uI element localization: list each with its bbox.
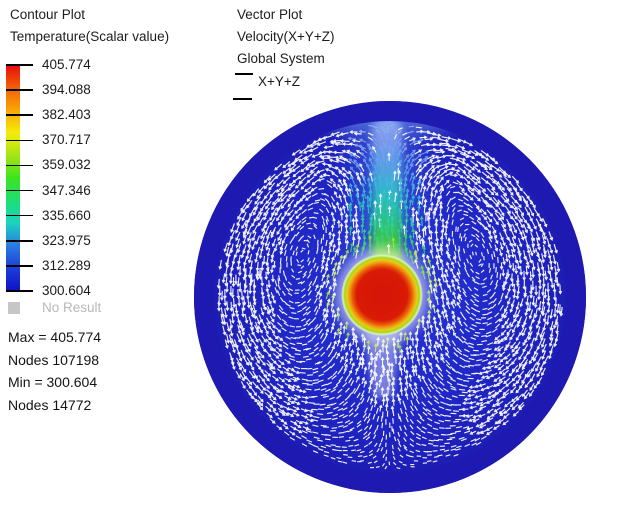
colorbar-level-label: 394.088 (42, 82, 91, 98)
colorbar-level-label: 382.403 (42, 107, 91, 123)
colorbar-tick (6, 64, 33, 66)
stat-line: Nodes 14772 (8, 396, 92, 413)
colorbar-tick (6, 240, 33, 242)
stat-line: Nodes 107198 (8, 351, 100, 368)
vector-sample-icon (235, 73, 253, 75)
colorbar-level-label: 370.717 (42, 132, 91, 148)
colorbar-tick (6, 189, 33, 192)
colorbar-tick (6, 89, 33, 91)
enclosure-rim (194, 101, 586, 493)
colorbar-tick (6, 290, 33, 292)
colorbar-level-label: 335.660 (42, 207, 91, 223)
temperature-colorbar (6, 65, 20, 291)
no-result-swatch (8, 302, 20, 314)
colorbar-tick (6, 214, 33, 217)
vector-system-name: Global System (237, 51, 325, 66)
colorbar-level-label: 359.032 (42, 157, 91, 173)
hot-cylinder (335, 248, 429, 342)
vector-field (216, 123, 564, 470)
stat-line: Max = 405.774 (8, 329, 102, 345)
colorbar-tick (6, 164, 33, 167)
vector-legend-title: Vector Plot Velocity(X+Y+Z) Global Syste… (237, 4, 335, 70)
colorbar-tick (6, 139, 33, 142)
contour-scalar-name: Temperature(Scalar value) (10, 29, 170, 44)
contour-plot-label: Contour Plot (10, 7, 86, 22)
colorbar-level-label: 347.346 (42, 182, 91, 198)
colorbar-level-label: 300.604 (42, 283, 91, 299)
colorbar-level-label: 405.774 (42, 57, 91, 73)
colorbar-tick (6, 114, 33, 116)
vector-plot-label: Vector Plot (237, 7, 303, 22)
stat-line: Min = 300.604 (8, 374, 98, 391)
no-result-label: No Result (42, 300, 102, 315)
vector-component-label: X+Y+Z (258, 74, 301, 89)
colorbar-level-label: 312.289 (42, 258, 91, 274)
vector-sample-icon (233, 98, 252, 100)
vector-quantity-name: Velocity(X+Y+Z) (237, 29, 335, 44)
colorbar-tick (6, 265, 33, 267)
colorbar-level-label: 323.975 (42, 232, 91, 248)
contour-legend-title: Contour Plot Temperature(Scalar value) (10, 4, 169, 48)
